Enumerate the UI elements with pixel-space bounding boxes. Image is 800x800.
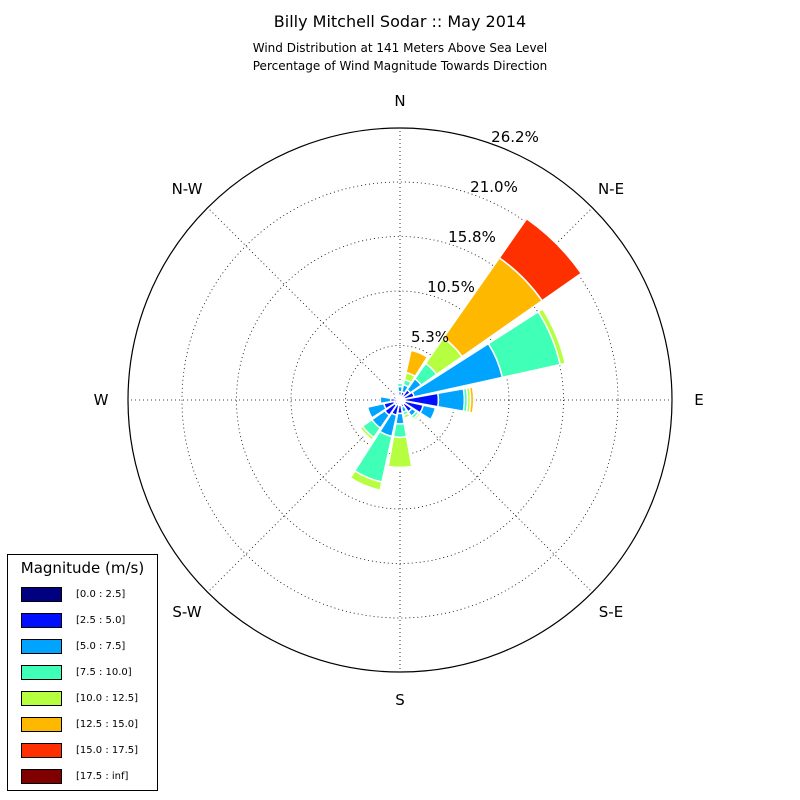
wind-bar-segment	[405, 349, 429, 378]
wind-bar-segment	[402, 412, 412, 420]
legend-label: [5.0 : 7.5]	[76, 641, 126, 652]
wind-bar-segment	[358, 425, 375, 442]
radial-tick-label: 10.5%	[427, 278, 475, 296]
direction-label: S-E	[599, 603, 623, 621]
radial-tick-label: 21.0%	[470, 178, 518, 196]
direction-label: E	[694, 391, 703, 409]
wind-bar-segment	[537, 307, 567, 366]
wind-bar-segment	[498, 217, 583, 302]
radial-tick-label: 26.2%	[491, 128, 539, 146]
wind-rose-bars	[349, 217, 583, 492]
legend-item: [12.5 : 15.0]	[21, 717, 151, 733]
legend: Magnitude (m/s) [0.0 : 2.5] [2.5 : 5.0] [5…	[7, 554, 158, 791]
legend-item: [2.5 : 5.0]	[21, 613, 151, 629]
wind-bar-segment	[366, 402, 388, 419]
wind-bar-segment	[379, 395, 392, 405]
outer-circle	[127, 127, 673, 673]
legend-swatch	[21, 717, 62, 732]
wind-bar-segment	[396, 382, 404, 388]
legend-item: [15.0 : 17.5]	[21, 743, 151, 759]
wind-bar-segment	[396, 394, 401, 400]
radial-gridline	[399, 399, 593, 593]
radial-ring	[181, 181, 619, 619]
legend-label: [15.0 : 17.5]	[76, 745, 139, 756]
legend-swatch	[21, 743, 62, 758]
legend-item: [7.5 : 10.0]	[21, 665, 151, 681]
direction-label: N-E	[598, 180, 624, 198]
radial-tick-labels: 5.3% 10.5% 15.8% 21.0% 26.2%	[411, 128, 539, 346]
wind-bar-segment	[412, 412, 422, 422]
legend-title: Magnitude (m/s)	[20, 559, 145, 577]
legend-swatch	[21, 691, 62, 706]
radial-tick-label: 5.3%	[411, 328, 449, 346]
legend-label: [2.5 : 5.0]	[76, 615, 126, 626]
direction-labels: N N-E E S-E S S-W W N-W	[94, 92, 704, 709]
legend-swatch	[21, 587, 62, 602]
wind-bar-segment	[386, 466, 414, 471]
wind-bar-segment	[419, 404, 437, 421]
chart-subtitle-line-1: Wind Distribution at 141 Meters Above Se…	[252, 41, 548, 55]
wind-bar-segment	[468, 386, 475, 414]
radial-ring	[236, 236, 564, 564]
wind-bar-segment	[392, 422, 408, 439]
legend-label: [17.5 : inf]	[76, 771, 129, 782]
legend-item: [0.0 : 2.5]	[21, 587, 151, 603]
legend-label: [7.5 : 10.0]	[76, 667, 132, 678]
wind-bar-segment	[392, 395, 399, 401]
wind-bar-segment	[349, 469, 383, 492]
legend-swatch	[21, 665, 62, 680]
legend-swatch	[21, 613, 62, 628]
chart-title: Billy Mitchell Sodar :: May 2014	[273, 12, 527, 31]
legend-item: [5.0 : 7.5]	[21, 639, 151, 655]
wind-bar-segment	[387, 435, 413, 469]
radial-gridline	[207, 207, 401, 401]
legend-item: [17.5 : inf]	[21, 769, 151, 785]
legend-label: [10.0 : 12.5]	[76, 693, 139, 704]
legend-label: [12.5 : 15.0]	[76, 719, 139, 730]
legend-label: [0.0 : 2.5]	[76, 589, 126, 600]
chart-subtitle-line-2: Percentage of Wind Magnitude Towards Dir…	[252, 59, 548, 73]
direction-label: S-W	[172, 603, 201, 621]
radial-gridline	[207, 399, 401, 593]
direction-label: N-W	[172, 180, 203, 198]
legend-item: [10.0 : 12.5]	[21, 691, 151, 707]
radial-ring	[290, 290, 510, 510]
legend-swatch	[21, 639, 62, 654]
direction-label: N	[394, 92, 405, 110]
direction-label: W	[94, 391, 109, 409]
radial-tick-label: 15.8%	[448, 228, 496, 246]
legend-swatch	[21, 769, 62, 784]
direction-label: S	[395, 691, 405, 709]
wind-bar-segment	[436, 387, 466, 413]
